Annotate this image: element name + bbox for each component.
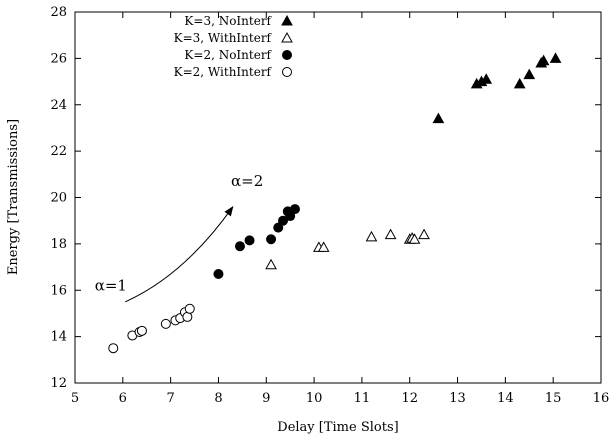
data-point <box>408 233 421 244</box>
legend-marker <box>281 31 293 43</box>
data-point <box>136 325 147 336</box>
axis-ticks <box>74 11 602 384</box>
y-tick-label: 26 <box>50 51 67 66</box>
alpha-arrow-curve <box>125 205 234 303</box>
series-k-3-withinterf <box>265 228 430 270</box>
annotation-label: α=2 <box>231 172 263 190</box>
data-point <box>549 52 562 63</box>
data-point <box>537 54 550 66</box>
legend-label: K=2, WithInterf <box>174 65 273 79</box>
x-axis-title: Delay [Time Slots] <box>277 420 398 435</box>
data-point <box>108 343 119 354</box>
y-axis-title: Energy [Transmissions] <box>6 119 21 275</box>
data-point <box>432 112 445 124</box>
data-point <box>317 241 330 252</box>
x-tick-label: 12 <box>401 391 418 406</box>
data-point <box>160 318 171 329</box>
data-point <box>266 234 277 245</box>
x-tick-label: 5 <box>71 391 79 406</box>
y-tick-label: 20 <box>50 191 67 206</box>
axis-tick-labels: 5 6 7 8 9 10 11 12 13 14 15 16 12 14 16 18 20 22 24 26 28 <box>50 5 609 406</box>
data-point <box>184 303 195 314</box>
x-tick-label: 10 <box>306 391 323 406</box>
x-tick-label: 6 <box>119 391 127 406</box>
y-tick-label: 12 <box>50 376 67 391</box>
legend-marker <box>282 67 292 77</box>
data-point <box>265 258 277 270</box>
data-point <box>523 68 536 80</box>
y-tick-label: 28 <box>50 5 67 20</box>
plot-frame <box>74 11 602 384</box>
y-tick-label: 16 <box>50 283 67 298</box>
x-tick-label: 8 <box>214 391 222 406</box>
x-tick-label: 7 <box>166 391 174 406</box>
series-k-2-withinterf <box>108 303 195 354</box>
annotations: α=1 α=2 <box>95 172 264 294</box>
data-points <box>108 52 562 354</box>
data-point <box>213 269 224 280</box>
data-point <box>234 241 245 252</box>
x-tick-label: 16 <box>593 391 610 406</box>
series-k-2-nointerf <box>213 204 300 280</box>
annotation-label: α=1 <box>95 276 127 294</box>
legend-label: K=3, WithInterf <box>174 31 273 45</box>
legend-label: K=3, NoInterf <box>184 14 272 28</box>
data-point <box>513 77 526 89</box>
y-tick-label: 14 <box>50 330 67 345</box>
data-point <box>365 230 378 242</box>
data-point <box>182 311 193 322</box>
data-point <box>278 215 289 226</box>
x-tick-label: 15 <box>545 391 562 406</box>
data-point <box>285 211 296 222</box>
data-point <box>289 204 300 215</box>
data-point <box>273 222 284 233</box>
data-point <box>384 228 397 240</box>
legend-label: K=2, NoInterf <box>184 48 272 62</box>
series-k-3-nointerf <box>432 52 562 124</box>
x-tick-label: 9 <box>262 391 270 406</box>
y-tick-label: 18 <box>50 237 67 252</box>
data-point <box>244 235 255 246</box>
legend-marker <box>281 14 293 26</box>
x-tick-label: 14 <box>497 391 514 406</box>
x-tick-label: 11 <box>354 391 371 406</box>
x-tick-label: 13 <box>449 391 466 406</box>
data-point <box>480 73 493 84</box>
legend: K=3, NoInterf K=3, WithInterf K=2, NoInter… <box>174 14 293 79</box>
data-point <box>418 228 430 240</box>
alpha-arrow <box>125 205 234 303</box>
legend-marker <box>282 50 292 60</box>
y-tick-label: 22 <box>50 144 67 159</box>
y-tick-label: 24 <box>50 98 67 113</box>
